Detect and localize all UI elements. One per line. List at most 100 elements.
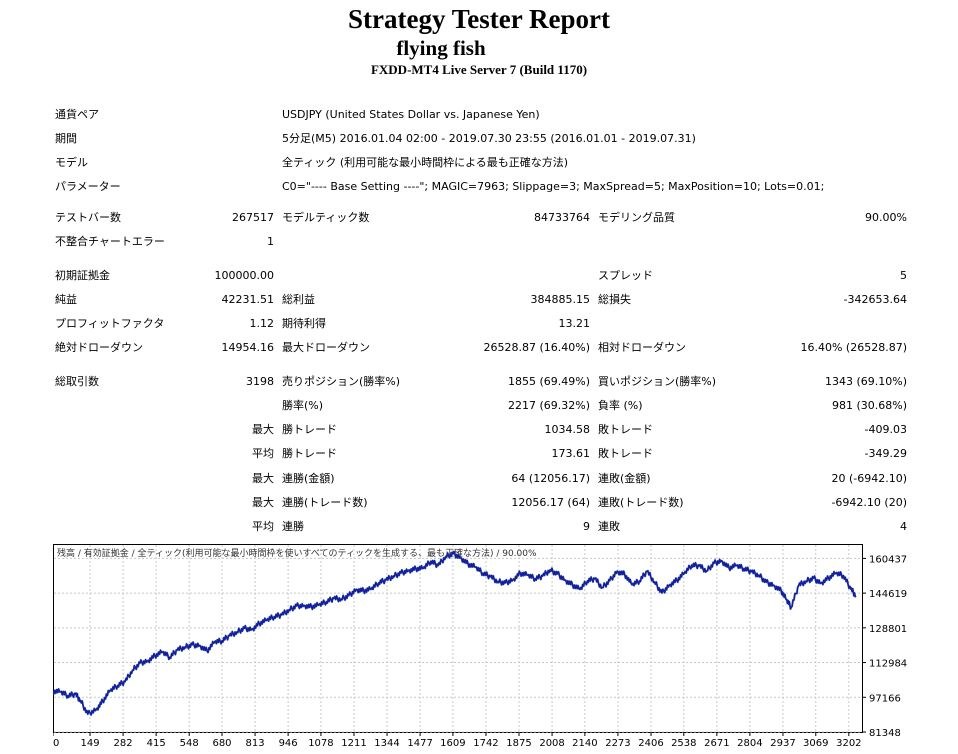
avg-cons-loss-value: 4 [900,520,907,533]
x-tick-label: 946 [279,738,298,749]
x-axis-ticks: 0 149 282 415 548 680 813 946 1078 1211 1344 1477 16… [53,732,862,749]
cons-wins-count-value: 12056.17 (64) [511,496,590,509]
gross-profit-value: 384885.15 [530,293,591,306]
period-value: 5分足(M5) 2016.01.04 02:00 - 2019.07.30 23… [282,132,696,145]
avg-loss-label: 敗トレード [598,447,653,460]
x-tick-label: 282 [114,738,133,749]
balance-chart: 残高 / 有効証拠金 / 全ティック(利用可能な最小時間枠を使いすべてのティック… [53,544,957,754]
net-profit-label: 純益 [55,293,77,306]
balance-chart-svg: 残高 / 有効証拠金 / 全ティック(利用可能な最小時間枠を使いすべてのティック… [53,544,907,749]
x-tick-label: 3069 [803,738,828,749]
deposit-label: 初期証拠金 [55,269,110,282]
chart-legend: 残高 / 有効証拠金 / 全ティック(利用可能な最小時間枠を使いすべてのティック… [57,547,537,559]
ticks-label: モデルティック数 [282,211,370,224]
loss-rate-value: 981 (30.68%) [831,399,907,412]
x-tick-label: 548 [180,738,199,749]
server-name: FXDD-MT4 Live Server 7 (Build 1170) [370,62,588,77]
max-win-label: 勝トレード [282,423,337,436]
bars-value: 267517 [232,211,274,224]
y-tick-label: 128801 [869,624,907,635]
cons-loss-money-label: 連敗(金額) [598,472,651,485]
long-positions-label: 買いポジション(勝率%) [598,375,717,388]
average-prefix-1: 平均 [252,447,274,460]
spread-value: 5 [900,269,907,282]
largest-prefix-2: 最大 [252,472,274,485]
y-tick-label: 112984 [869,659,907,670]
quality-label: モデリング品質 [598,211,675,224]
x-tick-label: 2273 [605,738,630,749]
plot-frame [53,544,863,733]
balance-line [53,550,857,716]
cons-loss-count-value: -6942.10 (20) [831,496,907,509]
symbol-value: USDJPY (United States Dollar vs. Japanes… [282,108,540,121]
max-win-value: 1034.58 [544,423,591,436]
x-tick-label: 2008 [539,738,564,749]
y-tick-label: 144619 [869,589,907,600]
x-tick-label: 2538 [671,738,696,749]
abs-drawdown-value: 14954.16 [221,341,275,354]
expected-payoff-value: 13.21 [558,317,591,330]
quality-value: 90.00% [865,211,907,224]
short-positions-value: 1855 (69.49%) [507,375,590,388]
avg-win-value: 173.61 [551,447,591,460]
x-tick-label: 1344 [374,738,399,749]
series-group [53,550,857,716]
average-prefix-2: 平均 [252,520,274,533]
avg-win-label: 勝トレード [282,447,337,460]
period-label: 期間 [55,132,77,145]
params-value: C0="---- Base Setting ----"; MAGIC=7963;… [282,180,825,193]
largest-prefix-1: 最大 [252,423,274,436]
max-drawdown-label: 最大ドローダウン [282,341,370,354]
y-axis-ticks: 160437 144619 128801 112984 97166 81348 [862,554,907,739]
x-tick-label: 2671 [704,738,729,749]
symbol-label: 通貨ペア [55,108,99,121]
gross-profit-label: 総利益 [282,293,315,306]
net-profit-value: 42231.51 [221,293,275,306]
cons-loss-money-value: 20 (-6942.10) [831,472,907,485]
long-positions-value: 1343 (69.10%) [824,375,907,388]
x-tick-label: 1211 [341,738,366,749]
largest-prefix-3: 最大 [252,496,274,509]
grid-lines [54,545,862,733]
avg-cons-wins-label: 連勝 [282,520,304,533]
x-tick-label: 2140 [572,738,597,749]
gross-loss-label: 総損失 [598,293,631,306]
max-loss-label: 敗トレード [598,423,653,436]
max-loss-value: -409.03 [864,423,907,436]
rel-drawdown-label: 相対ドローダウン [598,341,686,354]
report-title: Strategy Tester Report [348,4,610,34]
x-tick-label: 1477 [407,738,432,749]
rel-drawdown-value: 16.40% (26528.87) [800,341,907,354]
abs-drawdown-label: 絶対ドローダウン [55,341,143,354]
y-tick-label: 97166 [869,693,901,704]
x-tick-label: 3202 [836,738,861,749]
expected-payoff-label: 期待利得 [282,317,326,330]
avg-loss-value: -349.29 [864,447,907,460]
total-trades-value: 3198 [246,375,274,388]
y-tick-label: 160437 [869,554,907,565]
ticks-value: 84733764 [534,211,590,224]
cons-loss-count-label: 連敗(トレード数) [598,496,684,509]
x-tick-label: 2804 [737,738,762,749]
short-positions-label: 売りポジション(勝率%) [282,375,401,388]
model-label: モデル [55,156,88,169]
spread-label: スプレッド [598,269,653,282]
bars-label: テストバー数 [55,211,121,224]
x-tick-label: 1078 [308,738,333,749]
x-tick-label: 1875 [506,738,531,749]
x-tick-label: 415 [147,738,166,749]
x-tick-label: 2937 [770,738,795,749]
win-rate-label: 勝率(%) [282,399,324,412]
x-tick-label: 149 [80,738,99,749]
x-tick-label: 0 [53,738,59,749]
x-tick-label: 680 [212,738,231,749]
max-drawdown-value: 26528.87 (16.40%) [483,341,590,354]
win-rate-value: 2217 (69.32%) [507,399,590,412]
x-tick-label: 813 [246,738,265,749]
x-tick-label: 2406 [638,738,663,749]
ea-name: flying fish [396,36,486,60]
avg-cons-loss-label: 連敗 [598,520,620,533]
avg-cons-wins-value: 9 [583,520,590,533]
errors-value: 1 [267,235,274,248]
profit-factor-value: 1.12 [249,317,275,330]
